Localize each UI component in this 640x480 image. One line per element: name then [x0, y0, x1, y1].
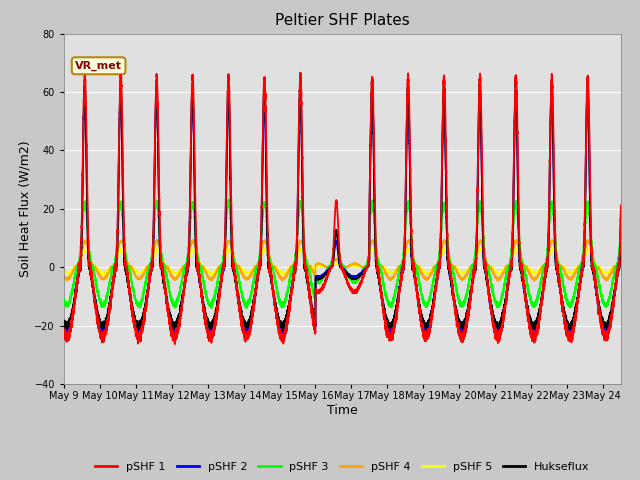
Legend: pSHF 1, pSHF 2, pSHF 3, pSHF 4, pSHF 5, Hukseflux: pSHF 1, pSHF 2, pSHF 3, pSHF 4, pSHF 5, …: [90, 457, 595, 477]
Y-axis label: Soil Heat Flux (W/m2): Soil Heat Flux (W/m2): [19, 141, 32, 277]
X-axis label: Time: Time: [327, 404, 358, 417]
Title: Peltier SHF Plates: Peltier SHF Plates: [275, 13, 410, 28]
Text: VR_met: VR_met: [75, 60, 122, 71]
